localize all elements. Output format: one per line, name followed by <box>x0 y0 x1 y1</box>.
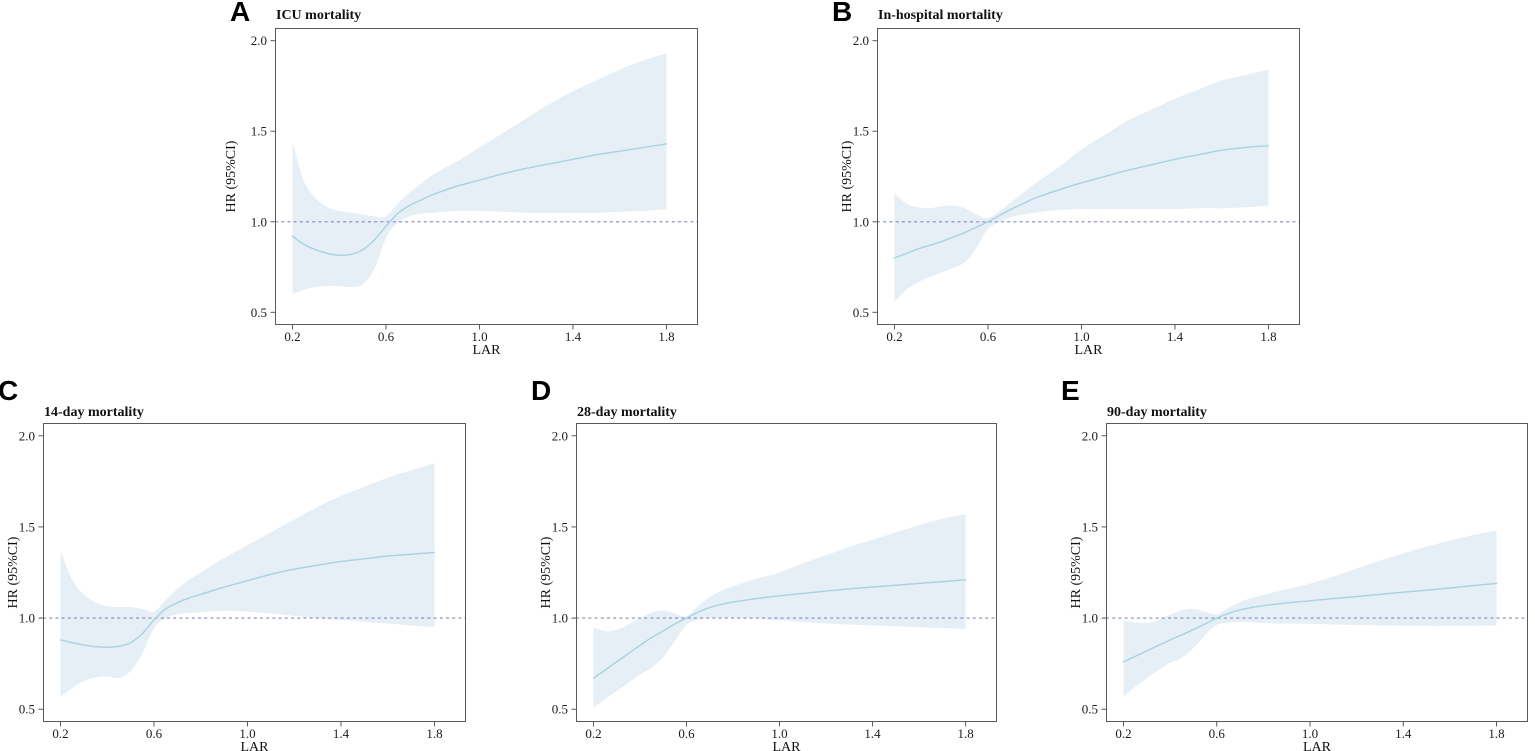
y-tick-label: 0.5 <box>552 702 568 717</box>
x-tick-label: 1.0 <box>471 329 487 344</box>
panel-90-day-mortality: E 90-day mortality 0.2 0.6 1.0 1.4 1.8 0.5 1.0… <box>1031 376 1535 751</box>
x-tick-label: 1.0 <box>771 726 787 741</box>
y-axis-label: HR (95%CI) <box>539 536 554 608</box>
y-tick-label: 2.0 <box>552 428 568 443</box>
hr-curve <box>893 145 1270 259</box>
plot-border <box>275 28 698 325</box>
x-tick-label: 0.6 <box>1209 726 1226 741</box>
y-axis-label: HR (95%CI) <box>1069 536 1084 608</box>
y-tick-label: 2.0 <box>19 428 35 443</box>
spline-plot-90-day-mortality: 0.2 0.6 1.0 1.4 1.8 0.5 1.0 1.5 2.0 LAR HR (95%CI) <box>1069 423 1528 751</box>
y-tick-label: 0.5 <box>1082 702 1098 717</box>
x-axis-label: LAR <box>773 740 802 751</box>
panel-letter-c: C <box>0 375 19 406</box>
panel-in-hospital-mortality: B In-hospital mortality 0.2 0.6 1.0 1.4 1.8 0… <box>802 0 1312 382</box>
x-tick-label: 0.6 <box>146 726 163 741</box>
y-tick-label: 1.0 <box>19 611 35 626</box>
y-tick-label: 0.5 <box>853 305 869 320</box>
x-tick-label: 1.8 <box>1488 726 1504 741</box>
y-tick-label: 1.0 <box>1082 611 1098 626</box>
x-tick-label: 0.2 <box>886 329 902 344</box>
panel-letter-b: B <box>832 0 853 27</box>
y-tick-label: 1.0 <box>552 611 568 626</box>
confidence-band <box>292 53 667 295</box>
x-tick-label: 1.8 <box>658 329 674 344</box>
y-axis-label: HR (95%CI) <box>224 140 239 212</box>
plot-border <box>576 423 997 722</box>
plot-border <box>43 423 466 722</box>
y-axis-label: HR (95%CI) <box>840 140 855 212</box>
panel-letter-a: A <box>230 0 251 27</box>
spline-plot-in-hospital-mortality: 0.2 0.6 1.0 1.4 1.8 0.5 1.0 1.5 2.0 LAR HR (95%CI) <box>840 28 1300 358</box>
panel-icu-mortality: A ICU mortality 0.2 0.6 1.0 1.4 1.8 0.5 1.0 1.5… <box>200 0 710 382</box>
x-tick-label: 1.8 <box>1260 329 1276 344</box>
y-tick-label: 1.5 <box>1082 519 1098 534</box>
spline-plot-28-day-mortality: 0.2 0.6 1.0 1.4 1.8 0.5 1.0 1.5 2.0 LAR HR (95%CI) <box>539 423 997 751</box>
y-tick-label: 1.5 <box>19 519 35 534</box>
y-tick-label: 0.5 <box>251 305 267 320</box>
x-axis-label: LAR <box>473 343 502 358</box>
y-tick-label: 0.5 <box>19 702 35 717</box>
x-tick-label: 0.6 <box>980 329 997 344</box>
y-tick-label: 1.5 <box>853 124 869 139</box>
panel-title-in-hospital-mortality: In-hospital mortality <box>878 8 1003 23</box>
y-tick-label: 1.0 <box>251 214 267 229</box>
confidence-band <box>1123 530 1497 697</box>
plot-border <box>877 28 1300 325</box>
spline-plot-14-day-mortality: 0.2 0.6 1.0 1.4 1.8 0.5 1.0 1.5 2.0 LAR HR (95%CI) <box>6 423 466 751</box>
x-tick-label: 0.6 <box>378 329 395 344</box>
confidence-band <box>593 514 966 708</box>
panel-title-28-day-mortality: 28-day mortality <box>577 405 677 420</box>
panel-title-14-day-mortality: 14-day mortality <box>44 405 144 420</box>
x-axis-label: LAR <box>1303 740 1332 751</box>
hr-curve <box>59 551 436 648</box>
y-tick-label: 2.0 <box>853 33 869 48</box>
hr-curve <box>1122 582 1498 663</box>
y-tick-label: 1.5 <box>552 519 568 534</box>
plot-border <box>1106 423 1528 722</box>
x-tick-label: 1.4 <box>333 726 350 741</box>
panel-14-day-mortality: C 14-day mortality 0.2 0.6 1.0 1.4 1.8 0.5 1.0… <box>0 376 478 751</box>
x-tick-label: 1.0 <box>239 726 255 741</box>
y-tick-label: 2.0 <box>1082 428 1098 443</box>
x-tick-label: 1.4 <box>565 329 582 344</box>
x-tick-label: 1.4 <box>864 726 881 741</box>
spline-plot-icu-mortality: 0.2 0.6 1.0 1.4 1.8 0.5 1.0 1.5 2.0 LAR HR (95%CI) <box>224 28 698 358</box>
x-axis-label: LAR <box>1075 343 1104 358</box>
y-tick-label: 1.0 <box>853 214 869 229</box>
x-axis-label: LAR <box>241 740 270 751</box>
confidence-band <box>894 69 1269 303</box>
hr-curve <box>592 579 967 679</box>
x-tick-label: 1.4 <box>1167 329 1184 344</box>
panel-title-90-day-mortality: 90-day mortality <box>1107 405 1207 420</box>
x-tick-label: 1.0 <box>1073 329 1089 344</box>
x-tick-label: 0.2 <box>1115 726 1131 741</box>
hr-curve <box>291 143 668 257</box>
y-tick-label: 2.0 <box>251 33 267 48</box>
x-tick-label: 1.4 <box>1395 726 1412 741</box>
y-axis-label: HR (95%CI) <box>6 536 21 608</box>
confidence-band <box>60 463 435 697</box>
panel-letter-e: E <box>1061 375 1080 406</box>
x-tick-label: 0.6 <box>678 726 695 741</box>
x-tick-label: 1.8 <box>957 726 973 741</box>
panel-letter-d: D <box>531 375 552 406</box>
x-tick-label: 0.2 <box>284 329 300 344</box>
y-tick-label: 1.5 <box>251 124 267 139</box>
x-tick-label: 0.2 <box>585 726 601 741</box>
panel-title-icu-mortality: ICU mortality <box>276 8 362 23</box>
x-tick-label: 1.0 <box>1302 726 1318 741</box>
x-tick-label: 0.2 <box>52 726 68 741</box>
x-tick-label: 1.8 <box>426 726 442 741</box>
panel-28-day-mortality: D 28-day mortality 0.2 0.6 1.0 1.4 1.8 0.5 1.0… <box>501 376 1011 751</box>
